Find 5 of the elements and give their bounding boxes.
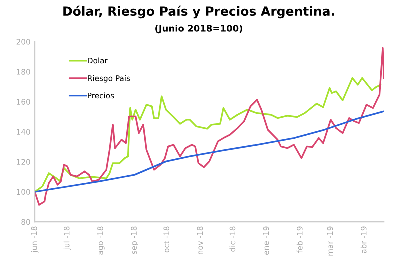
chart-title: Dólar, Riesgo País y Precios Argentina. (64, 6, 334, 19)
chart-subtitle: (Junio 2018=100) (156, 24, 242, 34)
line-series (35, 110, 384, 193)
line-series (35, 77, 382, 193)
line-series (35, 47, 384, 206)
